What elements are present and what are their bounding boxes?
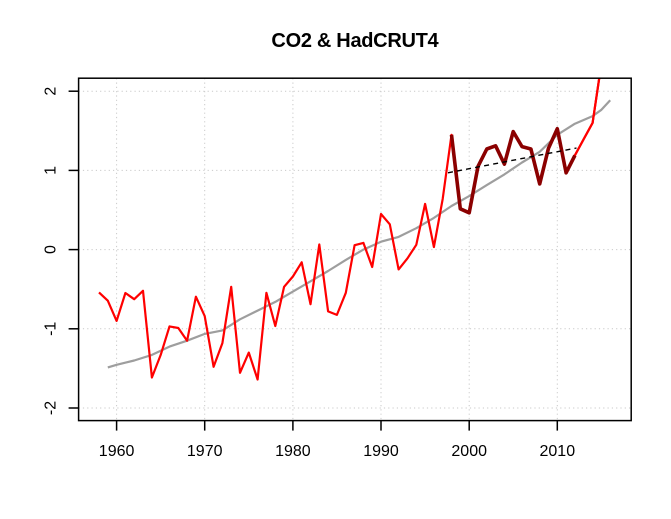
svg-text:1990: 1990 [363,443,399,460]
svg-text:CO2 & HadCRUT4: CO2 & HadCRUT4 [271,30,439,52]
svg-text:0: 0 [43,245,60,254]
svg-text:1980: 1980 [275,443,311,460]
svg-text:2: 2 [43,87,60,96]
svg-text:1970: 1970 [187,443,223,460]
svg-text:2000: 2000 [451,443,487,460]
svg-text:1960: 1960 [99,443,135,460]
svg-text:2010: 2010 [540,443,576,460]
svg-text:-2: -2 [43,401,60,415]
svg-text:-1: -1 [43,322,60,336]
svg-text:1: 1 [43,166,60,175]
